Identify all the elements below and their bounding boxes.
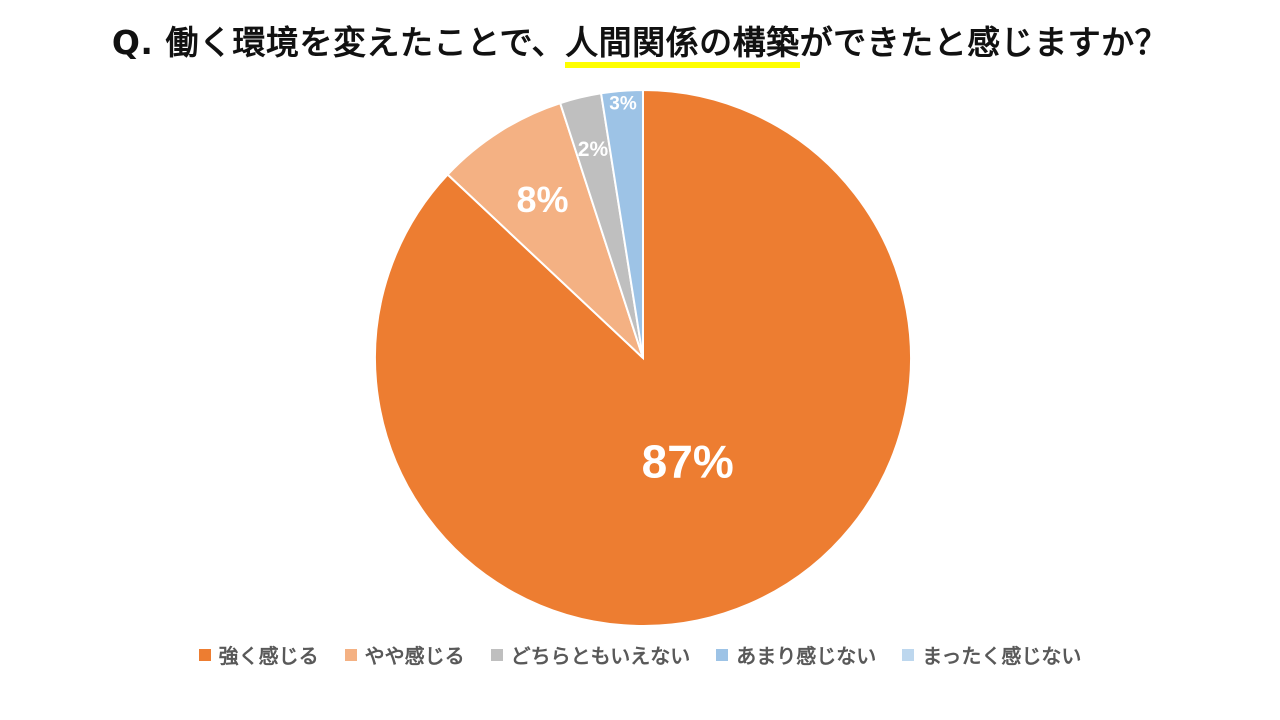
legend-label-5: まったく感じない [922, 644, 1082, 668]
legend-item-3: どちらともいえない [490, 640, 691, 669]
data-label-4: 3% [609, 94, 637, 115]
chart-legend: 強く感じる やや感じる どちらともいえない あまり感じない まったく感じない [0, 640, 1280, 669]
pie-slice-2 [446, 101, 644, 359]
legend-item-5: まったく感じない [902, 640, 1081, 669]
legend-swatch-4 [716, 648, 729, 661]
pie-slice-4 [599, 88, 644, 359]
title-suffix: ができたと感じますか？ [799, 23, 1169, 62]
title-highlight: 人間関係の構築 [565, 24, 800, 68]
legend-swatch-2 [344, 648, 357, 661]
legend-item-2: やや感じる [344, 640, 465, 669]
title-prefix: Q. 働く環境を変えたことで、 [111, 23, 566, 62]
legend-swatch-5 [902, 648, 915, 661]
chart-title: Q. 働く環境を変えたことで、人間関係の構築ができたと感じますか？ [0, 16, 1280, 68]
legend-swatch-3 [490, 648, 503, 661]
legend-label-3: どちらともいえない [510, 644, 691, 668]
legend-swatch-1 [198, 648, 211, 661]
legend-label-4: あまり感じない [736, 644, 877, 668]
data-label-3: 2% [578, 138, 609, 161]
data-label-1: 87% [642, 435, 734, 487]
legend-label-2: やや感じる [364, 644, 465, 668]
data-label-2: 8% [516, 179, 568, 220]
legend-item-4: あまり感じない [716, 640, 876, 669]
legend-item-1: 強く感じる [198, 640, 319, 669]
legend-label-1: 強く感じる [218, 644, 319, 668]
